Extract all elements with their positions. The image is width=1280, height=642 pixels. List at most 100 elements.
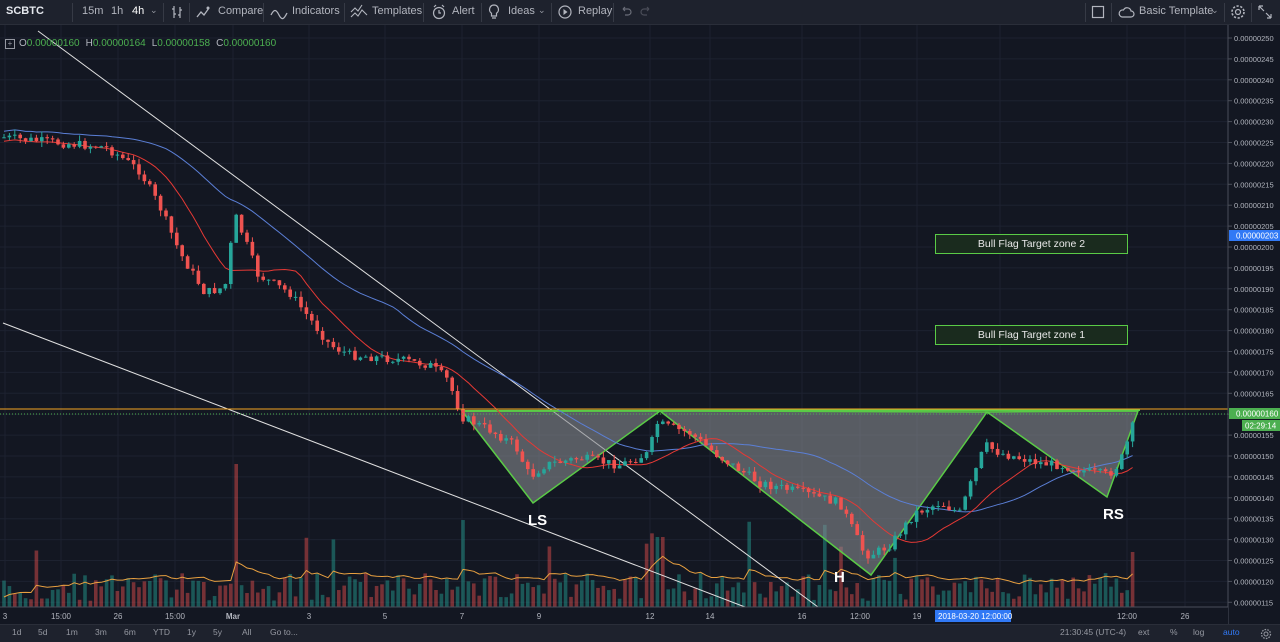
auto-scale-toggle[interactable]: auto	[1223, 627, 1240, 637]
volume-bar	[40, 598, 44, 607]
compare-button[interactable]: Compare	[218, 5, 264, 17]
countdown-badge	[1242, 420, 1280, 431]
price-tick-label: 0.00000175	[1234, 348, 1274, 357]
replay-icon[interactable]	[557, 3, 573, 21]
chevron-down-icon[interactable]: ⌄	[150, 5, 158, 15]
range-button-3m[interactable]: 3m	[95, 627, 107, 637]
time-tick-label: 9	[537, 612, 542, 621]
range-button-1y[interactable]: 1y	[187, 627, 196, 637]
price-tick-label: 0.00000165	[1234, 389, 1274, 398]
volume-bar	[99, 586, 103, 607]
settings-gear-icon[interactable]	[1260, 628, 1272, 640]
volume-bar	[34, 550, 39, 607]
price-chart[interactable]: 0.00000250 0.00000245 0.00000240 0.00000235…	[0, 25, 1280, 624]
volume-bar	[752, 582, 757, 607]
range-button-ytd[interactable]: YTD	[153, 627, 170, 637]
range-button-1d[interactable]: 1d	[12, 627, 22, 637]
volume-bar	[520, 583, 525, 607]
candle-body	[488, 424, 492, 433]
time-axis-panel[interactable]	[0, 607, 1228, 624]
log-scale-toggle[interactable]: log	[1193, 627, 1205, 637]
indicators-icon[interactable]	[270, 3, 288, 21]
candle-body	[202, 283, 206, 295]
chevron-down-icon[interactable]: ⌄	[538, 5, 546, 15]
time-tick-label: Mar	[226, 612, 240, 621]
range-button-all[interactable]: All	[242, 627, 252, 637]
range-button-6m[interactable]: 6m	[124, 627, 136, 637]
candle-body	[121, 154, 125, 159]
volume-bar	[607, 590, 611, 607]
replay-button[interactable]: Replay	[578, 5, 613, 17]
candle-body	[1049, 460, 1054, 466]
range-button-1m[interactable]: 1m	[66, 627, 78, 637]
chevron-down-icon[interactable]: ⌄	[1211, 5, 1219, 15]
time-tick-label: 12:00	[1117, 612, 1138, 621]
volume-bar	[29, 599, 33, 607]
candle-body	[1017, 456, 1021, 460]
gear-icon[interactable]	[1230, 3, 1246, 21]
candle-body	[769, 481, 773, 490]
candle-body	[990, 442, 994, 449]
candle-body	[812, 492, 816, 494]
legend-toggle-icon[interactable]: +	[5, 39, 15, 49]
volume-bar	[450, 589, 454, 607]
bar-type-icon[interactable]	[170, 3, 184, 21]
ideas-button[interactable]: Ideas	[508, 5, 535, 17]
range-button-5y[interactable]: 5y	[213, 627, 222, 637]
candle-body	[331, 341, 336, 348]
candle-body	[1103, 469, 1108, 472]
candle-body	[974, 468, 978, 482]
expand-icon[interactable]	[1257, 3, 1273, 21]
candle-body	[914, 510, 919, 522]
interval-15m-button[interactable]: 15m	[82, 5, 104, 17]
range-button-5d[interactable]: 5d	[38, 627, 48, 637]
interval-4h-button[interactable]: 4h	[132, 5, 145, 17]
volume-bar	[288, 573, 292, 607]
price-axis-panel[interactable]	[1228, 25, 1280, 624]
candle-body	[509, 438, 514, 440]
volume-bar	[995, 578, 1000, 607]
interval-1h-button[interactable]: 1h	[111, 5, 124, 17]
price-tick-label: 0.00000135	[1234, 515, 1274, 524]
volume-bar	[412, 594, 417, 607]
volume-bar	[623, 579, 627, 607]
candle-body	[250, 241, 255, 256]
candle-body	[272, 279, 276, 281]
lightbulb-icon[interactable]	[487, 3, 501, 21]
volume-bar	[50, 589, 55, 607]
time-tick-label: 7	[460, 612, 465, 621]
candle-body	[88, 146, 93, 149]
volume-bar	[563, 573, 568, 607]
candle-body	[644, 452, 649, 459]
bull-flag-target-zone-2[interactable]: Bull Flag Target zone 2	[935, 234, 1128, 254]
volume-bar	[1060, 579, 1065, 607]
alert-button[interactable]: Alert	[452, 5, 475, 17]
alarm-clock-icon[interactable]	[431, 3, 447, 21]
volume-bar	[2, 580, 6, 607]
candle-body	[445, 370, 449, 378]
crosshair-time-label: 2018-03-20 12:00:00	[938, 612, 1013, 621]
templates-icon[interactable]	[350, 3, 368, 21]
percent-scale-toggle[interactable]: %	[1170, 627, 1178, 637]
templates-button[interactable]: Templates	[372, 5, 423, 17]
volume-bar	[272, 600, 276, 607]
bull-flag-target-zone-1[interactable]: Bull Flag Target zone 1	[935, 325, 1128, 345]
undo-icon[interactable]	[619, 3, 633, 21]
volume-bar	[385, 580, 390, 607]
template-name-button[interactable]: Basic Template	[1139, 5, 1214, 17]
fullscreen-box-icon[interactable]	[1091, 5, 1105, 19]
candle-body	[963, 496, 967, 510]
cloud-icon[interactable]	[1117, 3, 1135, 21]
toolbar-divider	[481, 3, 482, 22]
volume-bar	[1120, 592, 1124, 607]
volume-bar	[455, 586, 460, 607]
volume-bar	[104, 579, 109, 607]
candle-body	[342, 351, 346, 353]
compare-icon[interactable]	[195, 3, 211, 21]
indicators-button[interactable]: Indicators	[292, 5, 340, 17]
symbol-label[interactable]: SCBTC	[6, 5, 44, 17]
extended-hours-toggle[interactable]: ext	[1138, 627, 1150, 637]
candle-body	[1087, 468, 1092, 471]
goto-button[interactable]: Go to...	[270, 627, 298, 637]
redo-icon[interactable]	[639, 3, 653, 21]
